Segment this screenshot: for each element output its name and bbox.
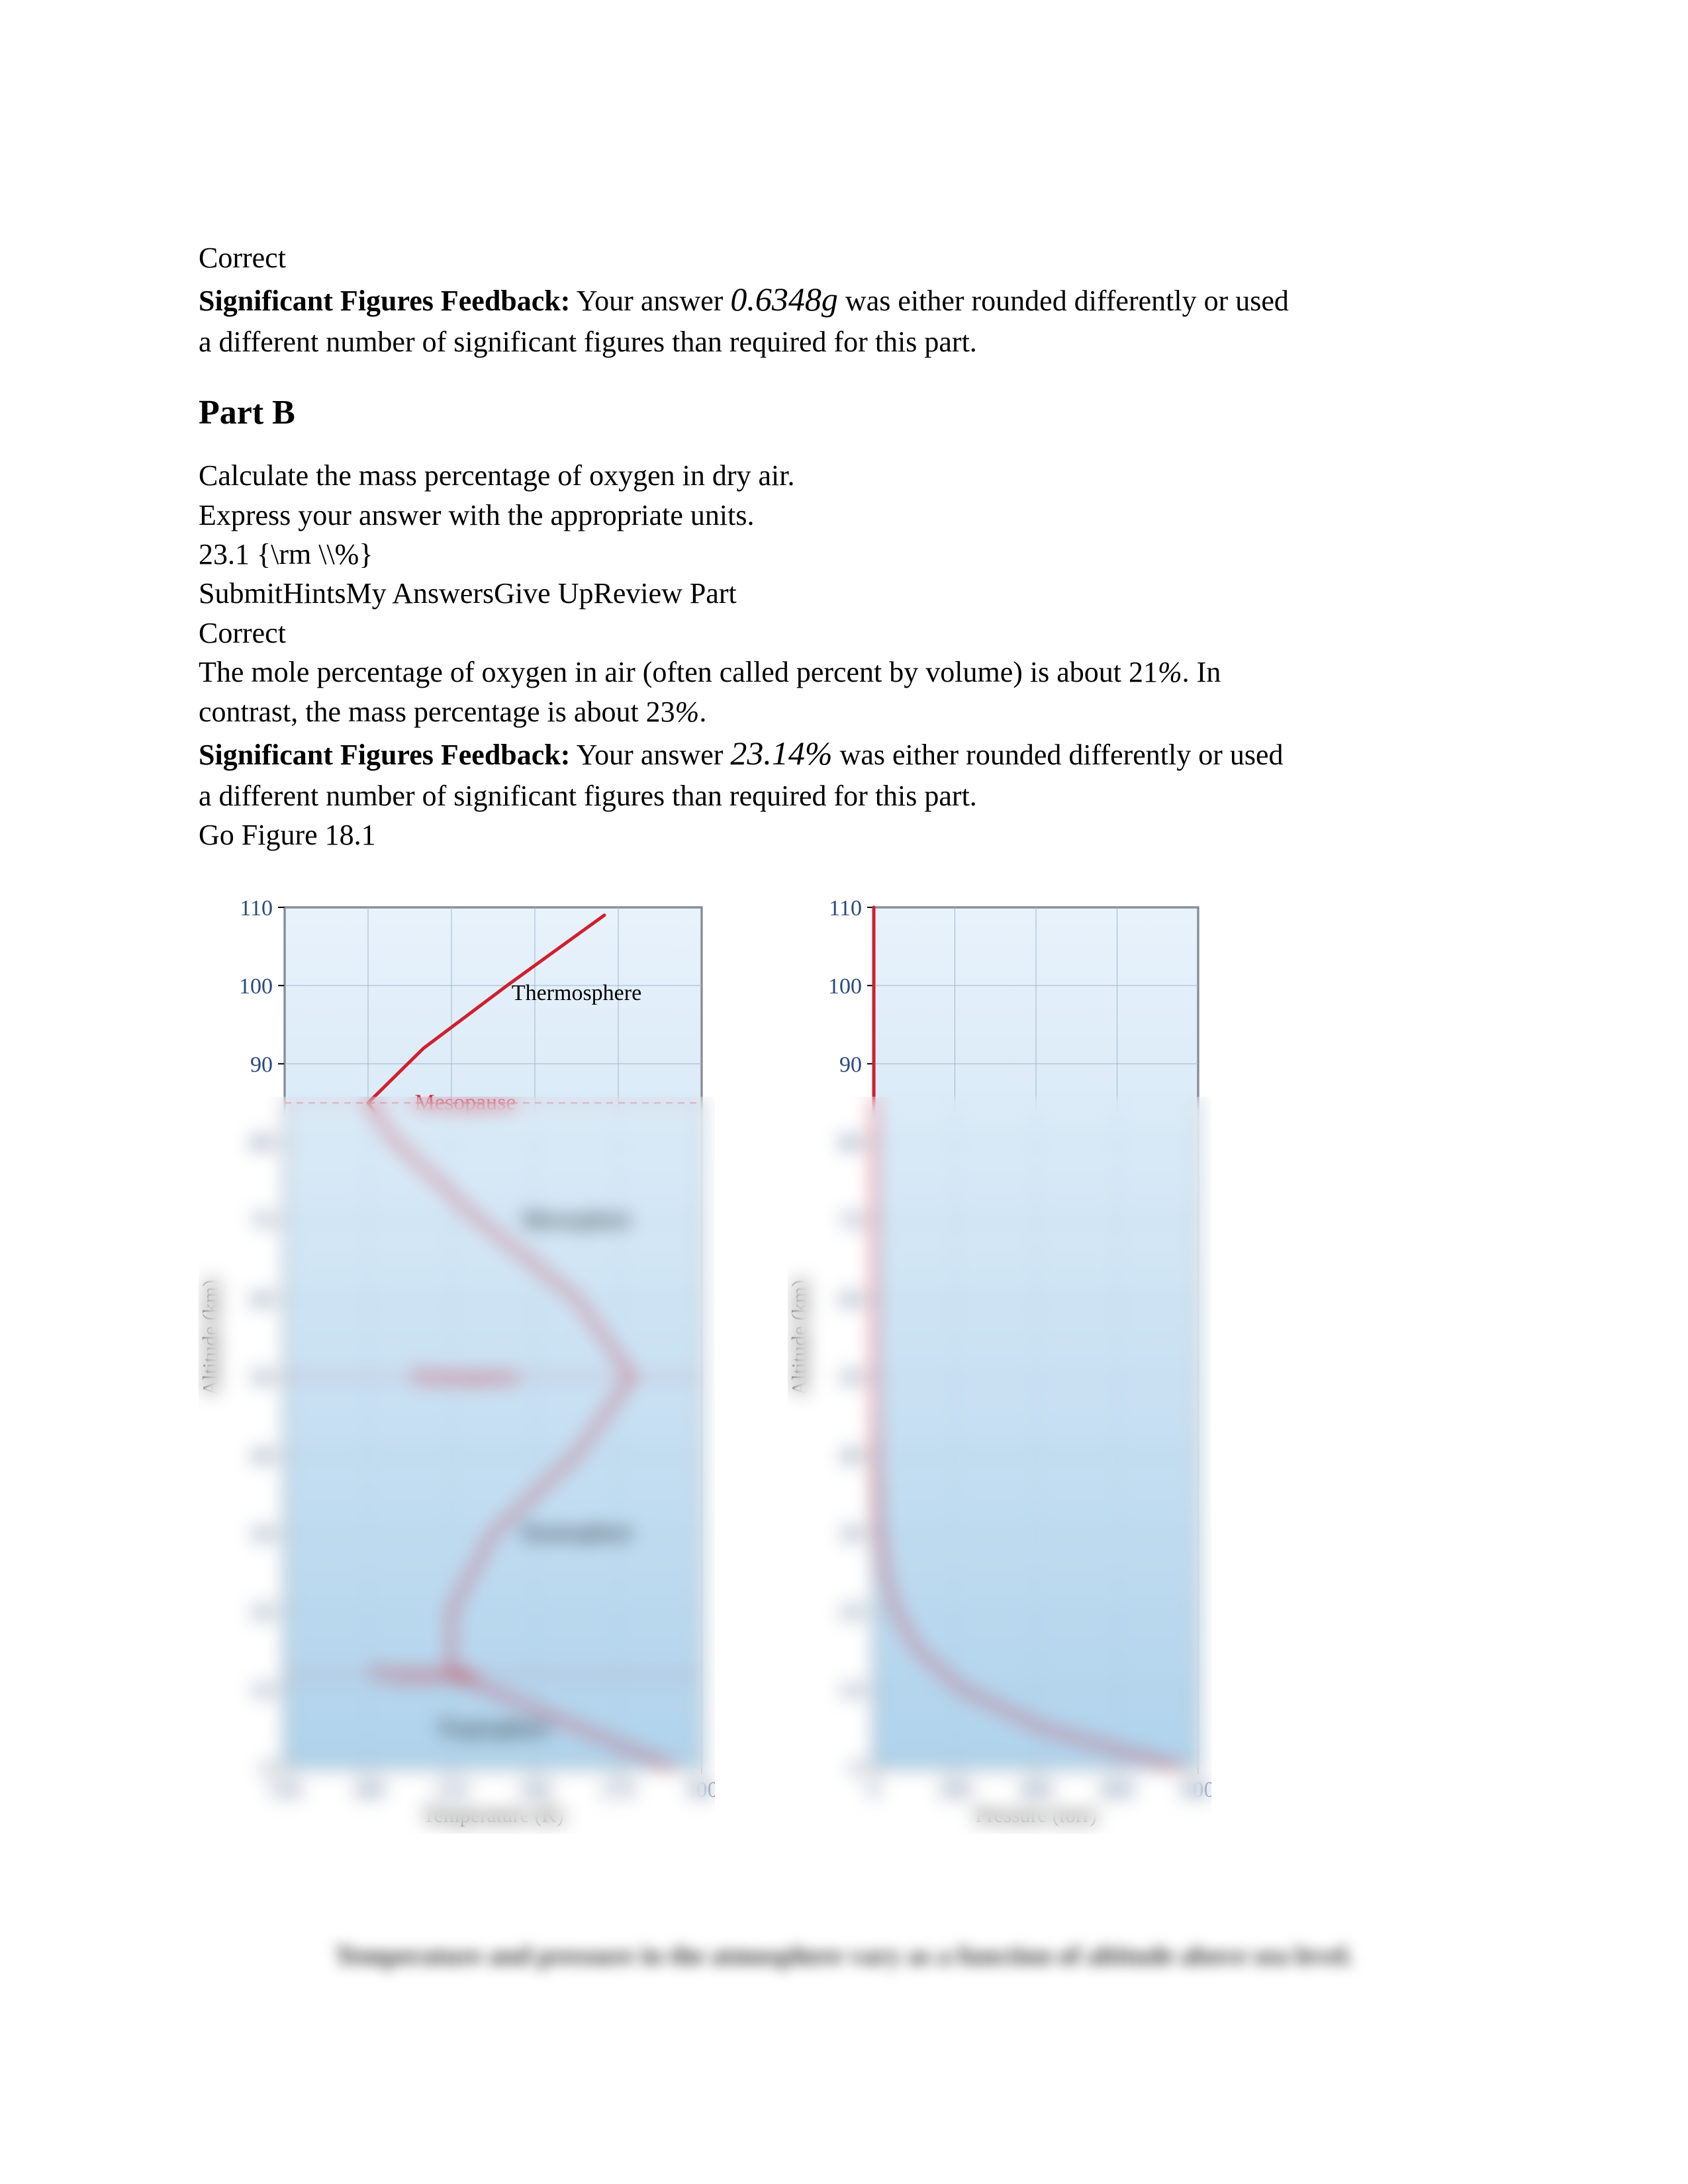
svg-text:150: 150 xyxy=(268,1778,302,1802)
svg-text:400: 400 xyxy=(1019,1778,1053,1802)
svg-text:600: 600 xyxy=(1100,1778,1134,1802)
feedback-a-line2: a different number of significant figure… xyxy=(199,322,1489,361)
chart2-svg: 0 10 20 30 40 50 60 70 80 90 100 110 0 200 400 600 800 Pr… xyxy=(788,894,1211,1834)
svg-text:80: 80 xyxy=(250,1131,273,1156)
svg-text:100: 100 xyxy=(828,974,862,999)
svg-text:180: 180 xyxy=(352,1778,385,1802)
sf-answer: 0.6348g xyxy=(730,281,838,318)
sf-answer-b: 23.14% xyxy=(730,735,832,772)
part-b-prompt: Calculate the mass percentage of oxygen … xyxy=(199,456,1489,495)
svg-text:Mesopause: Mesopause xyxy=(415,1091,516,1115)
svg-text:70: 70 xyxy=(250,1209,273,1234)
svg-text:Pressure (torr): Pressure (torr) xyxy=(975,1803,1097,1827)
svg-text:Stratopause: Stratopause xyxy=(413,1364,518,1388)
svg-text:90: 90 xyxy=(250,1053,273,1077)
svg-text:Temperature (K): Temperature (K) xyxy=(422,1803,564,1827)
svg-text:40: 40 xyxy=(839,1444,862,1469)
chart1-svg: 0102030405060708090100110150180210240270… xyxy=(199,894,715,1834)
explain1-pct: % xyxy=(1158,656,1182,688)
part-b-answer: 23.1 {\rm \\%} xyxy=(199,535,1489,574)
svg-text:50: 50 xyxy=(250,1365,273,1390)
svg-text:40: 40 xyxy=(250,1444,273,1469)
svg-text:70: 70 xyxy=(839,1209,862,1234)
svg-text:200: 200 xyxy=(938,1778,972,1802)
svg-text:110: 110 xyxy=(829,896,862,921)
temperature-chart: 0102030405060708090100110150180210240270… xyxy=(199,894,715,1834)
svg-text:Stratosphere: Stratosphere xyxy=(520,1521,633,1545)
svg-text:20: 20 xyxy=(839,1600,862,1625)
svg-text:Tropopause: Tropopause xyxy=(371,1661,476,1686)
svg-text:Altitude (km): Altitude (km) xyxy=(199,1280,222,1396)
svg-text:80: 80 xyxy=(839,1131,862,1156)
part-b-explain2: contrast, the mass percentage is about 2… xyxy=(199,692,1489,731)
svg-text:800: 800 xyxy=(1182,1778,1212,1802)
part-b-explain1: The mole percentage of oxygen in air (of… xyxy=(199,653,1489,692)
figure-caption: Temperature and pressure in the atmosphe… xyxy=(199,1940,1489,1971)
svg-text:Thermosphere: Thermosphere xyxy=(512,981,641,1005)
svg-text:100: 100 xyxy=(239,974,273,999)
svg-text:Troposphere: Troposphere xyxy=(437,1716,550,1741)
explain2-pct: % xyxy=(675,696,700,728)
sf-post: was either rounded differently or used xyxy=(838,285,1289,317)
svg-text:Mesosphere: Mesosphere xyxy=(522,1208,631,1232)
feedback-a-line1: Significant Figures Feedback: Your answe… xyxy=(199,277,1489,322)
svg-text:50: 50 xyxy=(839,1365,862,1390)
svg-text:210: 210 xyxy=(435,1778,469,1802)
svg-text:Altitude (km): Altitude (km) xyxy=(788,1280,811,1396)
charts-container: 0102030405060708090100110150180210240270… xyxy=(199,894,1489,1834)
sf-pre: Your answer xyxy=(570,285,730,317)
svg-text:90: 90 xyxy=(839,1053,862,1077)
svg-text:30: 30 xyxy=(250,1522,273,1547)
part-b-buttons: SubmitHintsMy AnswersGive UpReview Part xyxy=(199,574,1489,613)
svg-text:10: 10 xyxy=(839,1678,862,1703)
explain1-pre: The mole percentage of oxygen in air (of… xyxy=(199,656,1158,688)
part-b-heading: Part B xyxy=(199,393,1489,432)
svg-text:60: 60 xyxy=(250,1287,273,1312)
part-b-sf-line2: a different number of significant figure… xyxy=(199,776,1489,815)
sf-label: Significant Figures Feedback: xyxy=(199,285,570,317)
part-b-sf-line1: Significant Figures Feedback: Your answe… xyxy=(199,731,1489,776)
sf-pre-b: Your answer xyxy=(570,739,730,771)
svg-text:240: 240 xyxy=(518,1778,552,1802)
explain1-post: . In xyxy=(1182,656,1221,688)
explain2-pre: contrast, the mass percentage is about 2… xyxy=(199,696,675,728)
svg-text:300: 300 xyxy=(685,1778,716,1802)
part-b-status: Correct xyxy=(199,614,1489,653)
svg-text:270: 270 xyxy=(602,1778,635,1802)
feedback-a-status: Correct xyxy=(199,238,1489,277)
svg-text:60: 60 xyxy=(839,1287,862,1312)
svg-text:30: 30 xyxy=(839,1522,862,1547)
pressure-chart: 0 10 20 30 40 50 60 70 80 90 100 110 0 200 400 600 800 Pr… xyxy=(788,894,1211,1834)
explain2-post: . xyxy=(699,696,706,728)
svg-text:20: 20 xyxy=(250,1600,273,1625)
go-figure: Go Figure 18.1 xyxy=(199,815,1489,854)
svg-text:0: 0 xyxy=(868,1778,880,1802)
svg-text:10: 10 xyxy=(250,1678,273,1703)
svg-text:110: 110 xyxy=(240,896,273,921)
part-b-units: Express your answer with the appropriate… xyxy=(199,496,1489,535)
sf-label-b: Significant Figures Feedback: xyxy=(199,739,570,771)
sf-post-b: was either rounded differently or used xyxy=(833,739,1284,771)
svg-text:0: 0 xyxy=(851,1756,862,1781)
